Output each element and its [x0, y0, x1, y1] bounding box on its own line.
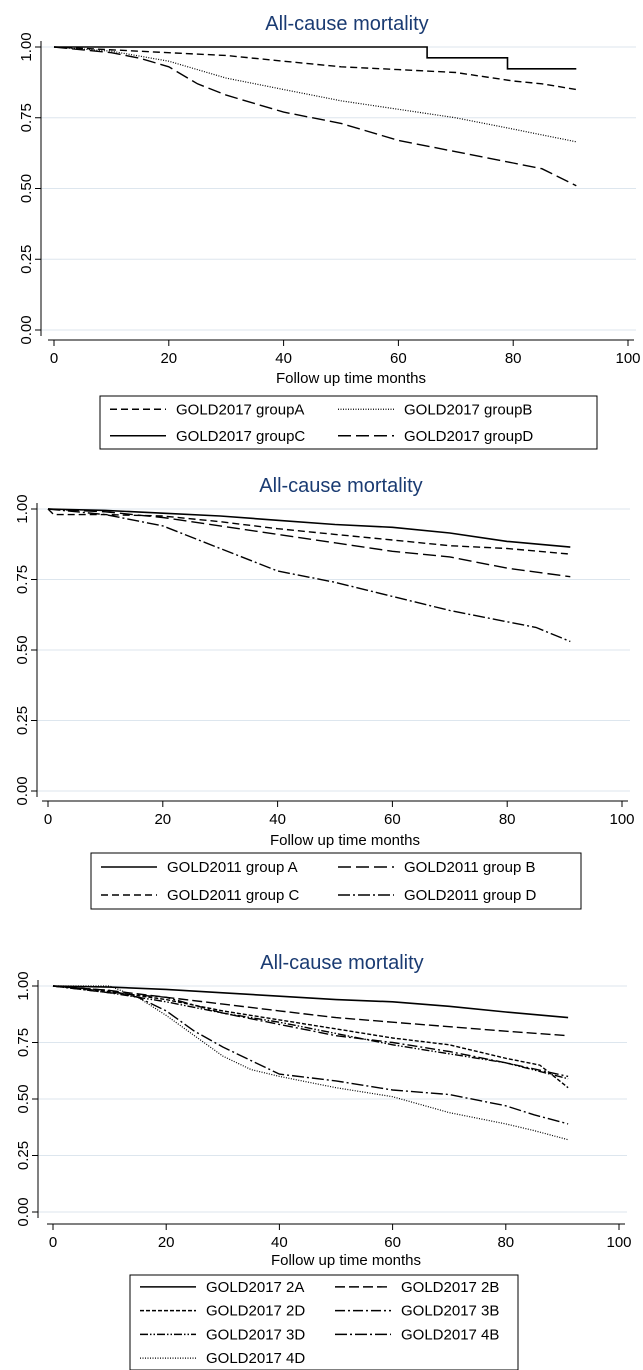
y-tick-label: 1.00	[15, 971, 32, 1000]
x-axis-label: Follow up time months	[270, 832, 420, 849]
x-axis-label: Follow up time months	[271, 1252, 421, 1269]
x-tick-label: 100	[609, 811, 634, 828]
legend-label: GOLD2017 groupD	[404, 428, 533, 445]
legend-label: GOLD2011 group C	[167, 887, 299, 904]
x-tick-label: 0	[50, 350, 58, 367]
series-line-2	[52, 985, 569, 1037]
series-line-1	[52, 985, 569, 1019]
series-line-4	[52, 985, 569, 1078]
series-line-3	[52, 985, 569, 1089]
legend-label: GOLD2017 2A	[206, 1279, 304, 1296]
x-tick-label: 20	[160, 350, 177, 367]
series-line-6	[52, 985, 569, 1125]
y-tick-label: 0.50	[15, 1084, 32, 1113]
legend-label: GOLD2017 groupB	[404, 401, 532, 418]
x-axis-label: Follow up time months	[276, 370, 426, 387]
legend: GOLD2017 groupA GOLD2017 groupB GOLD2017 g…	[99, 395, 598, 450]
series-line-1	[53, 46, 577, 91]
x-tick-label: 20	[154, 811, 171, 828]
chart-title: All-cause mortality	[265, 13, 428, 35]
y-tick-label: 0.50	[18, 174, 35, 203]
series-line-4	[53, 46, 577, 187]
y-tick-label: 0.00	[18, 315, 35, 344]
legend-box	[129, 1274, 519, 1370]
x-tick-label: 0	[49, 1234, 57, 1251]
chart-panel-2: All-cause mortality 0.00 0.25 0.50 0.75 1.00 0…	[14, 475, 635, 910]
x-tick-label: 100	[606, 1234, 631, 1251]
y-tick-label: 0.75	[14, 565, 31, 594]
legend-label: GOLD2017 2B	[401, 1279, 499, 1296]
x-tick-label: 80	[497, 1234, 514, 1251]
legend-label: GOLD2017 3B	[401, 1303, 499, 1320]
legend-label: GOLD2011 group D	[404, 887, 536, 904]
legend: GOLD2017 2A GOLD2017 2B GOLD2017 2D GOLD201…	[129, 1274, 519, 1370]
series-line-3	[54, 46, 577, 70]
legend-label: GOLD2011 group B	[404, 859, 535, 876]
series-line-3	[47, 508, 571, 555]
legend-label: GOLD2017 4D	[206, 1350, 305, 1367]
x-tick-label: 60	[390, 350, 407, 367]
y-tick-label: 1.00	[18, 32, 35, 61]
chart-panel-3: All-cause mortality 0.00 0.25 0.50 0.75 1.00 0…	[15, 952, 632, 1370]
y-tick-label: 0.50	[14, 635, 31, 664]
legend-label: GOLD2017 3D	[206, 1326, 305, 1343]
x-tick-label: 40	[275, 350, 292, 367]
x-tick-label: 80	[505, 350, 522, 367]
chart-title: All-cause mortality	[260, 952, 423, 974]
legend-label: GOLD2017 groupA	[176, 401, 304, 418]
y-tick-label: 1.00	[14, 494, 31, 523]
chart-title: All-cause mortality	[259, 475, 422, 497]
y-tick-label: 0.00	[15, 1197, 32, 1226]
x-tick-label: 60	[384, 811, 401, 828]
y-tick-label: 0.75	[15, 1028, 32, 1057]
x-tick-label: 0	[44, 811, 52, 828]
y-tick-label: 0.25	[18, 245, 35, 274]
legend-box	[90, 852, 582, 910]
legend-box	[99, 395, 598, 450]
legend-label: GOLD2017 groupC	[176, 428, 305, 445]
series-line-7	[53, 985, 569, 1141]
chart-panel-1: All-cause mortality 0.00 0.25 0.50 0.75 1.00 0…	[18, 13, 641, 450]
y-tick-label: 0.25	[14, 706, 31, 735]
series-line-2	[53, 46, 577, 143]
x-tick-label: 40	[271, 1234, 288, 1251]
x-tick-label: 80	[499, 811, 516, 828]
y-tick-label: 0.75	[18, 103, 35, 132]
y-tick-label: 0.25	[15, 1141, 32, 1170]
y-tick-label: 0.00	[14, 776, 31, 805]
legend-label: GOLD2017 4B	[401, 1326, 499, 1343]
series-line-4	[47, 508, 571, 643]
legend-label: GOLD2017 2D	[206, 1303, 305, 1320]
series-line-2	[47, 508, 571, 578]
x-tick-label: 20	[158, 1234, 175, 1251]
legend-label: GOLD2011 group A	[167, 859, 298, 876]
series-line-5	[52, 985, 569, 1080]
legend: GOLD2011 group A GOLD2011 group B GOLD2011…	[90, 852, 582, 910]
x-tick-label: 60	[384, 1234, 401, 1251]
x-tick-label: 40	[269, 811, 286, 828]
x-tick-label: 100	[615, 350, 640, 367]
series-line-1	[47, 508, 571, 548]
